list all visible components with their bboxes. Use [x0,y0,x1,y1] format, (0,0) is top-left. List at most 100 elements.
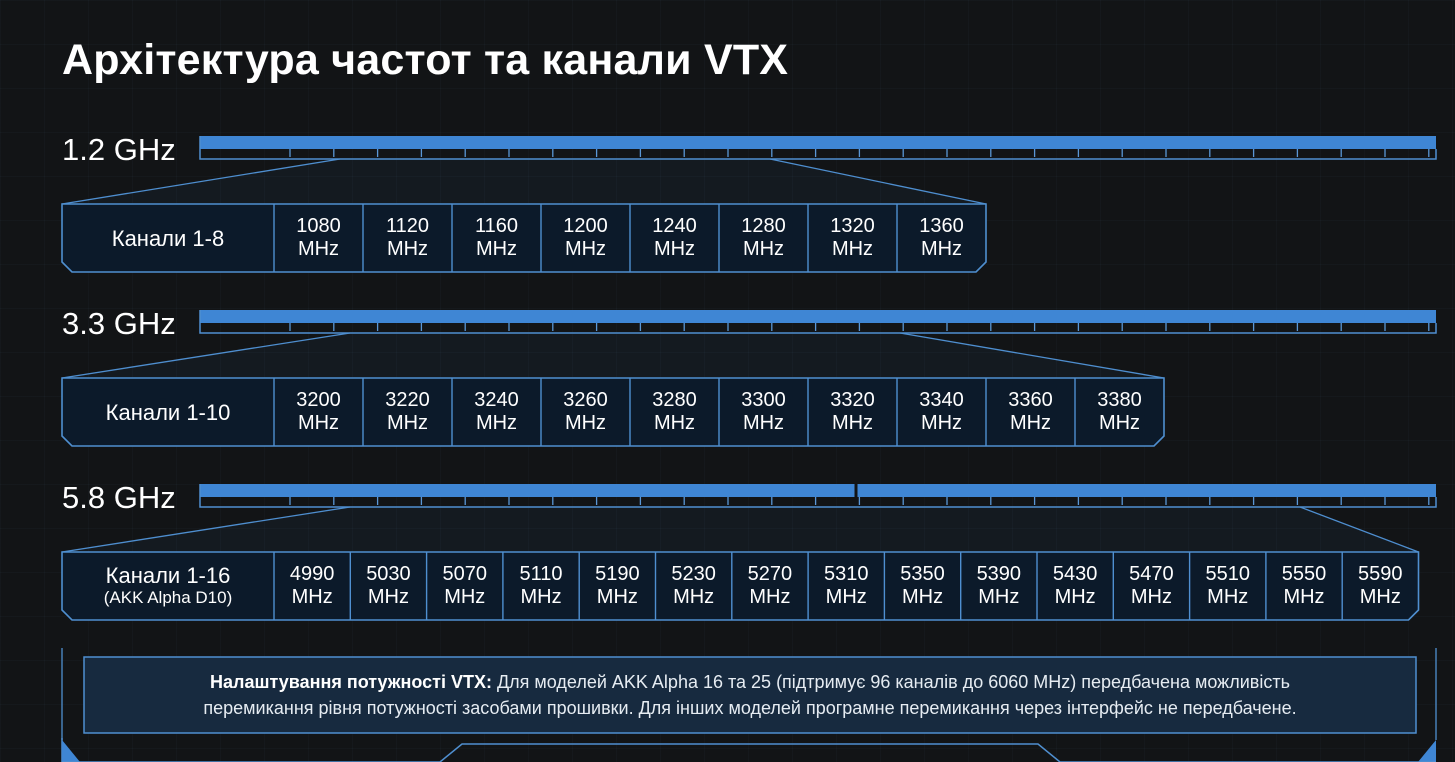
channels-label-text: Канали 1-10 [105,399,231,425]
frequency-cell: 4990 MHz [274,552,350,620]
frequency-unit: MHz [475,238,518,260]
frequency-value: 5310 [823,563,869,585]
frequency-cell: 1160 MHz [452,204,541,272]
frequency-unit: MHz [831,238,874,260]
frequency-value: 5590 [1358,563,1403,585]
channel-row-3-3ghz: Канали 1-10 3200 MHz 3220 MHz 3240 MHz 3260 MHz 3… [62,378,1164,446]
frequency-cell: 5350 MHz [884,552,960,620]
frequency-cell: 5430 MHz [1037,552,1113,620]
frequency-value: 3260 [563,389,608,411]
frequency-value: 5110 [519,563,563,585]
bottom-corner-left [62,740,80,762]
frequency-value: 5510 [1205,563,1250,585]
frequency-value: 5270 [747,563,793,585]
frequency-cell: 5550 MHz [1266,552,1342,620]
frequency-unit: MHz [520,586,562,608]
band-label-1-2ghz: 1.2 GHz [62,132,176,167]
zoom-connector-right [1299,506,1419,553]
frequency-value: 5550 [1281,563,1327,585]
page-title: Архітектура частот та канали VTX [62,36,789,84]
power-note: Налаштування потужності VTX: Для моделей… [84,657,1416,733]
zoom-connector-left [61,332,351,379]
frequency-value: 1160 [474,215,518,237]
channels-label: Канали 1-10 [62,378,274,446]
frequency-cell: 5110 MHz [503,552,579,620]
bar-bracket [199,136,1437,160]
frequency-unit: MHz [297,412,340,434]
frequency-unit: MHz [825,586,867,608]
frequency-unit: MHz [749,586,791,608]
frequency-unit: MHz [742,412,785,434]
frequency-value: 1120 [385,215,429,237]
frequency-cell: 3320 MHz [808,378,897,446]
power-note-line1: Для моделей AKK Alpha 16 та 25 (підтриму… [491,672,1290,692]
frequency-bar-3-3-ghz [200,310,1436,323]
frequency-cell: 5270 MHz [732,552,808,620]
frequency-value: 3200 [296,389,341,411]
channel-row-frame [61,203,987,273]
power-note-heading: Налаштування потужності VTX: [210,672,492,692]
zoom-connector-left [61,158,341,205]
frequency-unit: MHz [978,586,1020,608]
channel-row-1-2ghz: Канали 1-8 1080 MHz 1120 MHz 1160 MHz 1200 MHz 12… [62,204,986,272]
frequency-cell: 3240 MHz [452,378,541,446]
frequency-unit: MHz [444,586,486,608]
frequency-cell: 5390 MHz [961,552,1037,620]
frequency-unit: MHz [1283,586,1325,608]
frequency-cell: 1080 MHz [274,204,363,272]
note-panel-frame [83,656,1417,734]
frequency-unit: MHz [920,238,963,260]
frequency-unit: MHz [564,238,607,260]
frequency-unit: MHz [653,412,696,434]
frequency-cell: 5590 MHz [1342,552,1418,620]
bar-bracket [199,484,1437,508]
frequency-cell: 1200 MHz [541,204,630,272]
frequency-unit: MHz [386,412,429,434]
frequency-cell: 1280 MHz [719,204,808,272]
band-label-5-8ghz: 5.8 GHz [62,480,176,515]
frequency-bar-5-8-ghz [200,484,1436,497]
frequency-unit: MHz [291,586,333,608]
frequency-unit: MHz [1098,412,1141,434]
channels-label-text: Канали 1-16 [105,562,231,588]
frequency-cell: 3280 MHz [630,378,719,446]
channel-row-frame [61,377,1165,447]
frequency-unit: MHz [920,412,963,434]
frequency-value: 5470 [1129,563,1174,585]
band-label-3-3ghz: 3.3 GHz [62,306,176,341]
frequency-value: 1080 [296,215,341,237]
frequency-value: 3340 [919,389,964,411]
frequency-cell: 3380 MHz [1075,378,1164,446]
frequency-unit: MHz [564,412,607,434]
frequency-cell: 3300 MHz [719,378,808,446]
frequency-cell: 5230 MHz [655,552,731,620]
frequency-value: 5070 [442,563,487,585]
frequency-unit: MHz [386,238,429,260]
frequency-cell: 1360 MHz [897,204,986,272]
frequency-cell: 5030 MHz [350,552,426,620]
frequency-unit: MHz [1009,412,1052,434]
zoom-wedge [62,507,1419,552]
frequency-unit: MHz [1359,586,1401,608]
frequency-cell: 3220 MHz [363,378,452,446]
frequency-value: 3320 [830,389,875,411]
frequency-unit: MHz [831,412,874,434]
frequency-value: 1200 [563,215,608,237]
frequency-unit: MHz [1130,586,1172,608]
frequency-cell: 3340 MHz [897,378,986,446]
frequency-unit: MHz [653,238,696,260]
frequency-value: 5430 [1052,563,1098,585]
frequency-cell: 5190 MHz [579,552,655,620]
frequency-value: 1240 [652,215,697,237]
frequency-value: 5190 [595,563,640,585]
frequency-value: 5350 [900,563,945,585]
frequency-cell: 5310 MHz [808,552,884,620]
frequency-value: 3360 [1008,389,1053,411]
frequency-value: 5030 [366,563,411,585]
bar-bracket [199,310,1437,334]
frequency-value: 3240 [474,389,519,411]
frequency-cell: 3200 MHz [274,378,363,446]
frequency-value: 1320 [830,215,875,237]
frequency-cell: 1320 MHz [808,204,897,272]
